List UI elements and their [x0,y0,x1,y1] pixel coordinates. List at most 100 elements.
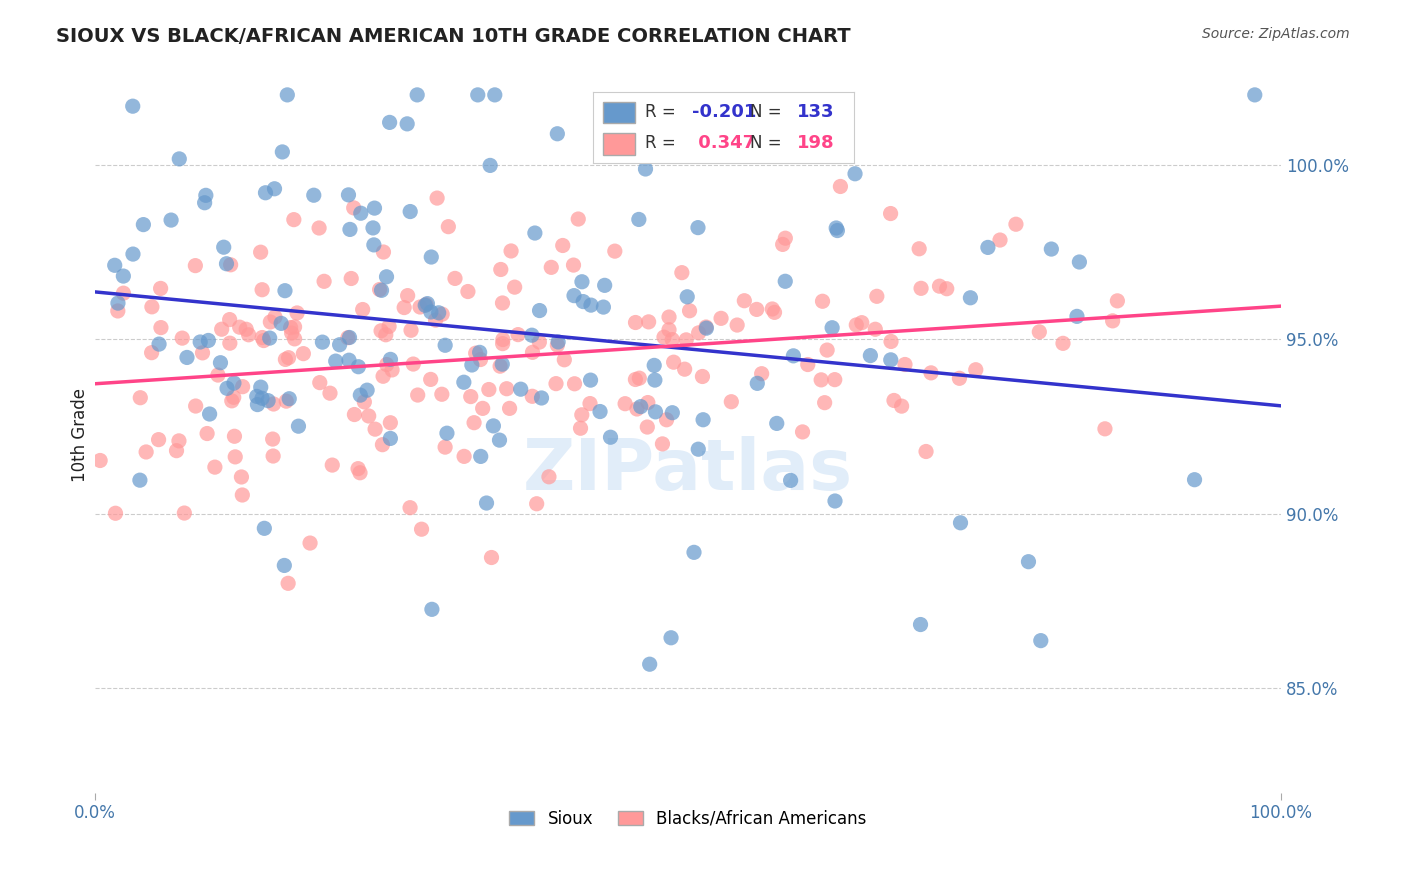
Point [277,351,299,365]
Point [772,237,794,252]
Point [172,331,194,345]
Point [287,419,309,434]
Point [661,406,683,420]
Point [197,334,219,348]
Point [948,371,970,385]
Point [215,381,238,395]
Point [283,212,305,227]
Point [292,346,315,360]
Point [340,271,363,285]
Point [503,280,526,294]
Point [569,421,592,435]
Point [211,322,233,336]
Point [371,438,394,452]
Point [347,359,370,374]
Point [104,506,127,520]
Point [481,550,503,565]
Point [350,206,373,220]
Point [104,258,127,272]
Point [396,117,419,131]
Point [824,373,846,387]
Point [149,281,172,295]
Point [363,201,385,215]
Point [263,397,285,411]
Point [673,362,696,376]
Point [207,368,229,382]
Point [626,401,648,416]
Point [419,372,441,386]
Point [920,366,942,380]
Point [506,327,529,342]
Point [250,330,273,344]
Legend: Sioux, Blacks/African Americans: Sioux, Blacks/African Americans [502,803,873,834]
Point [634,161,657,176]
Point [284,319,307,334]
Point [434,338,457,352]
Point [747,376,769,391]
Point [436,426,458,441]
Point [567,212,589,227]
Point [910,281,932,295]
Point [263,182,285,196]
Point [141,300,163,314]
Point [492,333,515,347]
Point [198,407,221,421]
Point [235,322,257,336]
Point [489,262,512,277]
Point [122,247,145,261]
Point [745,302,768,317]
Point [370,283,392,297]
Point [375,358,398,372]
Point [520,328,543,343]
Point [219,258,242,272]
Point [343,201,366,215]
Point [259,331,281,345]
Point [851,316,873,330]
Point [688,326,710,340]
Point [491,357,513,371]
Point [526,497,548,511]
Point [204,460,226,475]
Point [444,271,467,285]
Point [337,353,360,368]
Point [624,372,647,386]
Point [209,356,232,370]
Point [128,473,150,487]
Point [540,260,562,275]
Point [274,352,297,367]
Point [547,334,569,349]
Point [652,330,675,344]
Point [419,305,441,319]
Point [222,390,245,404]
Point [184,399,207,413]
Point [489,359,512,374]
Point [321,458,343,472]
Point [149,320,172,334]
Point [977,240,1000,254]
Point [430,307,453,321]
Point [890,399,912,413]
Point [364,422,387,436]
Point [121,99,143,113]
Point [129,391,152,405]
Point [627,212,650,227]
Point [325,354,347,368]
Point [167,434,190,448]
Point [676,290,699,304]
Point [457,285,479,299]
Point [1005,217,1028,231]
Point [425,313,447,327]
Point [262,432,284,446]
Point [792,425,814,439]
Point [546,338,568,352]
Point [250,392,273,406]
Point [1040,242,1063,256]
Point [195,426,218,441]
Point [482,418,505,433]
Point [811,294,834,309]
Point [89,453,111,467]
Point [1028,325,1050,339]
Point [471,401,494,416]
Point [257,393,280,408]
Point [308,221,330,235]
